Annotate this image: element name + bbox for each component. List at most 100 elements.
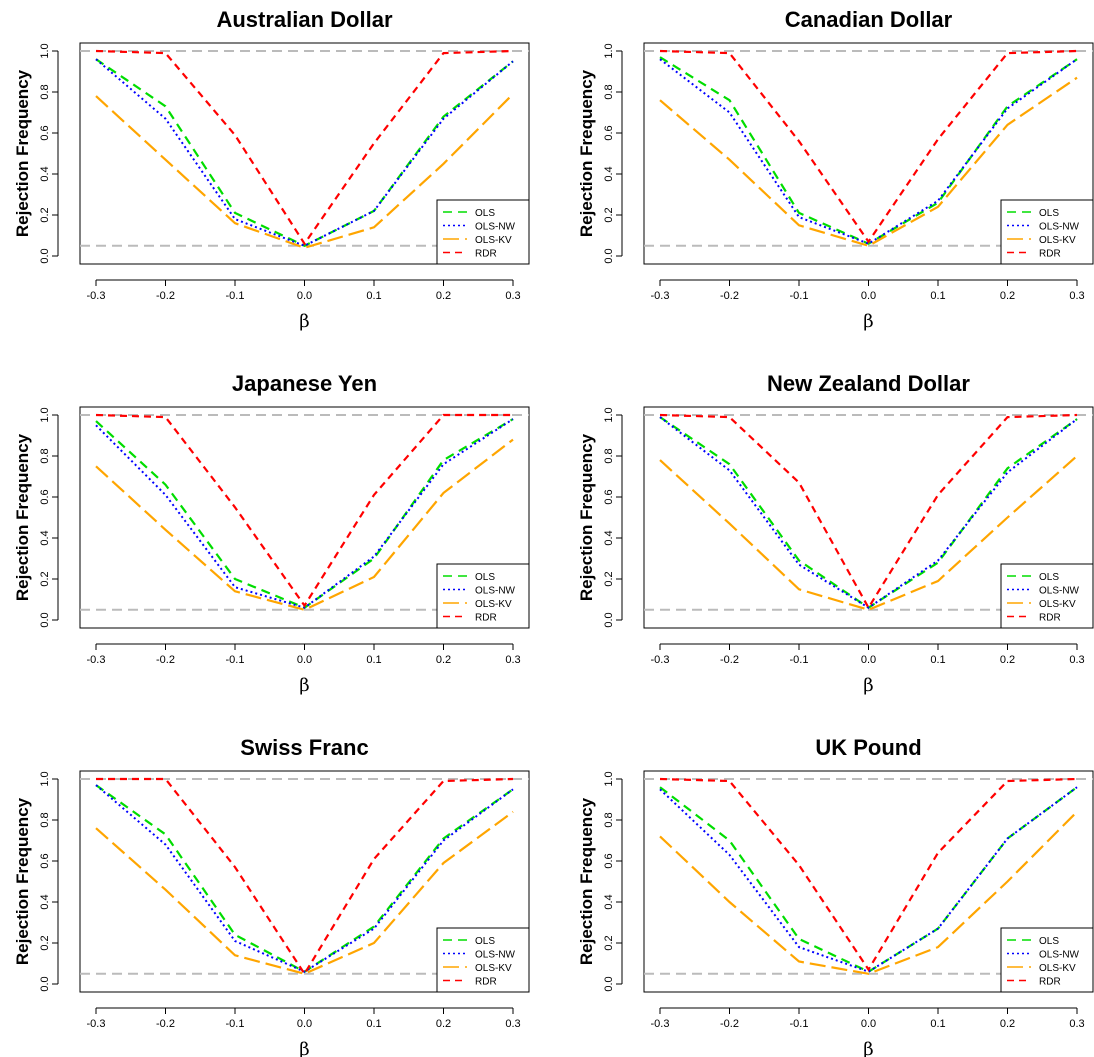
x-tick-label: -0.1: [226, 1018, 245, 1030]
x-tick-label: 0.1: [366, 290, 381, 302]
y-tick-label: 0.6: [39, 853, 51, 868]
chart-title: Australian Dollar: [216, 7, 392, 32]
y-tick-label: 0.6: [603, 853, 615, 868]
y-axis-label: Rejection Frequency: [577, 797, 596, 965]
y-tick-label: 0.2: [39, 935, 51, 950]
legend-label: OLS-KV: [475, 599, 512, 610]
legend-label: RDR: [1039, 249, 1061, 260]
chart-panel: Swiss Franc Rejection Frequency β -0.3 -0.2 -…: [13, 735, 530, 1057]
x-tick-label: 0.0: [861, 654, 876, 666]
x-tick-label: -0.3: [651, 654, 670, 666]
x-tick-label: 0.3: [505, 654, 520, 666]
legend-box: [436, 563, 530, 629]
legend-box: [1000, 563, 1094, 629]
legend: OLS OLS-NW OLS-KV RDR: [1000, 199, 1094, 265]
legend: OLS OLS-NW OLS-KV RDR: [1000, 563, 1094, 629]
chart-panel: Australian Dollar Rejection Frequency β -0.…: [13, 7, 530, 332]
y-tick-label: 0.8: [39, 84, 51, 99]
x-tick-label: -0.2: [720, 1018, 739, 1030]
plot-frame: [643, 406, 1094, 629]
legend: OLS OLS-NW OLS-KV RDR: [436, 927, 530, 993]
series-line-ols-nw: [95, 58, 514, 247]
plot-frame: [643, 42, 1094, 265]
series-line-rdr: [659, 49, 1078, 244]
series-line-ols: [659, 56, 1078, 245]
x-tick-label: 0.1: [930, 290, 945, 302]
legend-label: OLS-NW: [1039, 950, 1080, 961]
x-tick-label: 0.2: [436, 290, 451, 302]
chart-panel: Canadian Dollar Rejection Frequency β -0.3 -…: [577, 7, 1094, 332]
x-tick-label: 0.0: [297, 290, 312, 302]
y-tick-label: 0.4: [603, 530, 615, 545]
series-line-ols-kv: [95, 810, 514, 975]
legend-label: OLS: [1039, 208, 1059, 219]
legend-box: [436, 927, 530, 993]
plot-frame: [79, 42, 530, 265]
plot-frame: [79, 770, 530, 993]
y-tick-label: 0.8: [39, 812, 51, 827]
x-tick-label: 0.1: [366, 1018, 381, 1030]
y-tick-label: 1.0: [603, 43, 615, 58]
y-tick-label: 0.8: [603, 84, 615, 99]
y-tick-label: 0.4: [39, 530, 51, 545]
chart-title: UK Pound: [815, 735, 921, 760]
series-line-ols-kv: [659, 455, 1078, 611]
x-tick-label: 0.0: [297, 654, 312, 666]
x-tick-label: 0.3: [505, 1018, 520, 1030]
y-tick-label: 0.2: [39, 207, 51, 222]
legend-label: OLS-NW: [475, 586, 516, 597]
legend-label: OLS: [1039, 936, 1059, 947]
legend-label: RDR: [1039, 977, 1061, 988]
y-tick-label: 0.8: [603, 448, 615, 463]
x-tick-label: 0.2: [1000, 290, 1015, 302]
y-tick-label: 0.0: [603, 976, 615, 991]
legend-label: OLS-KV: [475, 235, 512, 246]
x-tick-label: 0.0: [861, 290, 876, 302]
legend-label: OLS-NW: [1039, 222, 1080, 233]
series-line-ols: [95, 58, 514, 248]
chart-title: Swiss Franc: [240, 735, 368, 760]
y-tick-label: 0.6: [39, 489, 51, 504]
series-line-rdr: [95, 49, 514, 246]
legend-label: OLS-KV: [1039, 599, 1076, 610]
legend-label: RDR: [475, 977, 497, 988]
x-tick-label: -0.1: [790, 654, 809, 666]
series-line-rdr: [659, 777, 1078, 972]
legend-label: OLS-KV: [1039, 235, 1076, 246]
y-tick-label: 0.6: [603, 489, 615, 504]
x-axis-label: β: [299, 675, 309, 696]
series-line-ols-kv: [659, 811, 1078, 975]
x-tick-label: -0.1: [226, 654, 245, 666]
series-line-ols-kv: [95, 438, 514, 611]
legend-label: OLS: [475, 572, 495, 583]
x-tick-label: 0.1: [930, 654, 945, 666]
y-axis-label: Rejection Frequency: [13, 433, 32, 601]
x-tick-label: -0.1: [790, 1018, 809, 1030]
x-tick-label: -0.1: [790, 290, 809, 302]
y-axis-label: Rejection Frequency: [13, 797, 32, 965]
y-tick-label: 0.0: [39, 976, 51, 991]
y-tick-label: 0.8: [39, 448, 51, 463]
x-tick-label: -0.2: [156, 654, 175, 666]
y-tick-label: 1.0: [39, 771, 51, 786]
y-tick-label: 0.0: [603, 612, 615, 627]
x-tick-label: 0.1: [366, 654, 381, 666]
x-tick-label: 0.3: [1069, 654, 1084, 666]
y-axis-label: Rejection Frequency: [577, 433, 596, 601]
legend-label: OLS-NW: [475, 950, 516, 961]
series-line-ols-nw: [95, 784, 514, 973]
y-tick-label: 0.6: [603, 125, 615, 140]
series-line-ols-kv: [95, 93, 514, 249]
x-tick-label: 0.2: [436, 1018, 451, 1030]
legend-label: OLS: [475, 208, 495, 219]
y-tick-label: 0.2: [603, 571, 615, 586]
y-tick-label: 0.6: [39, 125, 51, 140]
x-tick-label: -0.3: [87, 654, 106, 666]
x-axis-label: β: [863, 311, 873, 332]
series-line-ols-nw: [659, 416, 1078, 609]
x-tick-label: -0.1: [226, 290, 245, 302]
x-tick-label: 0.0: [297, 1018, 312, 1030]
x-tick-label: 0.3: [1069, 1018, 1084, 1030]
legend-label: RDR: [475, 613, 497, 624]
